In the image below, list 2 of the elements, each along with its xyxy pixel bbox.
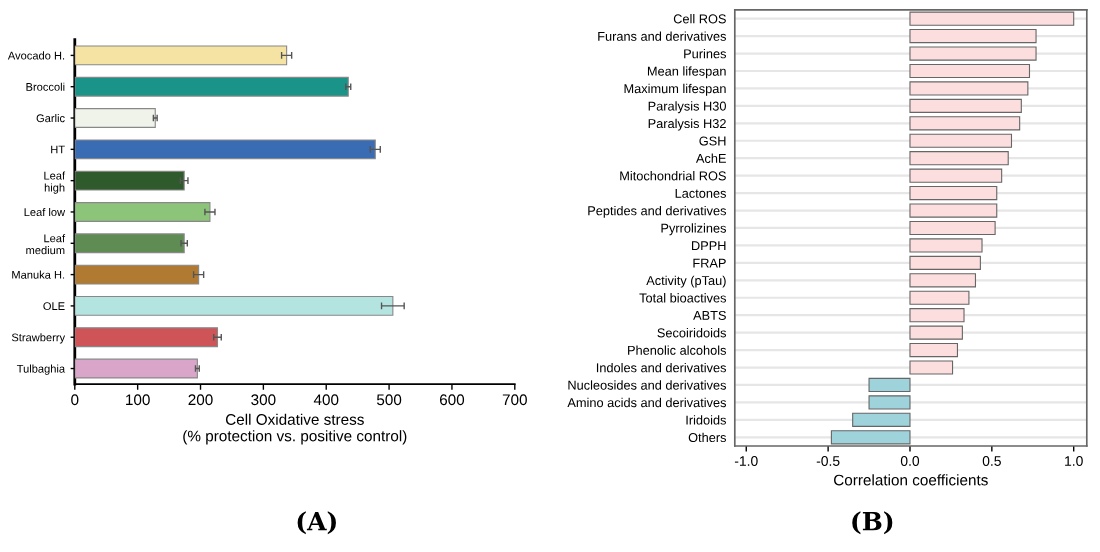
text: (B) [852, 511, 893, 535]
text: (A) [297, 511, 336, 535]
